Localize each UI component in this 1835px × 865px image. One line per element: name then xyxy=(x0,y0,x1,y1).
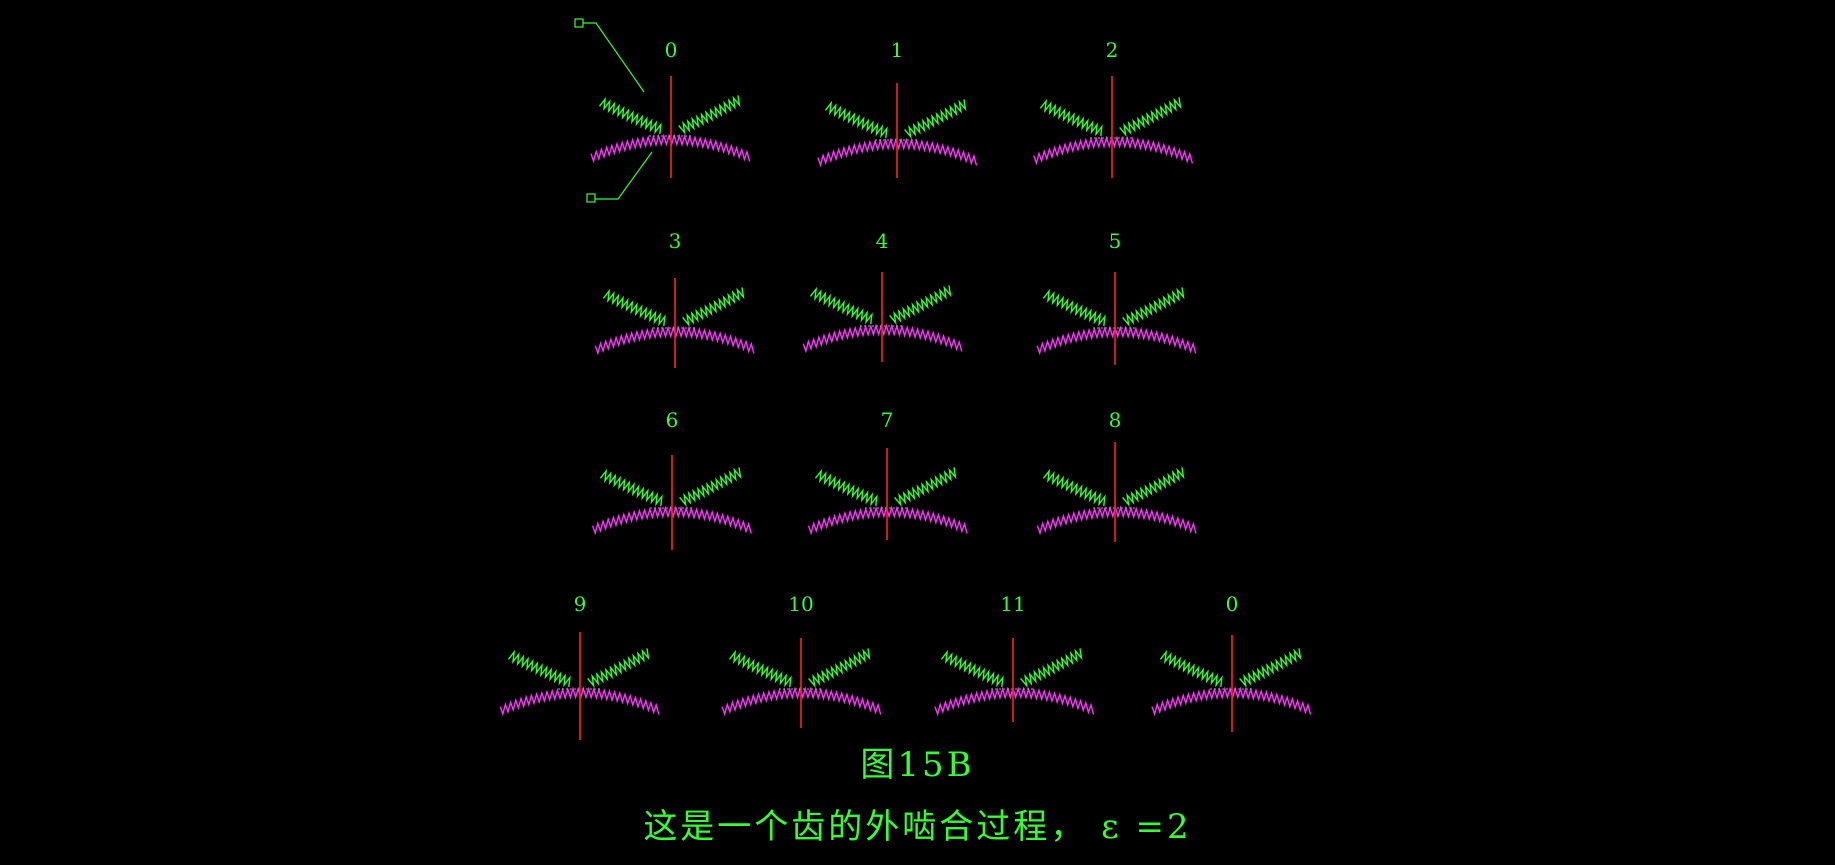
pinion-teeth-left xyxy=(940,649,1004,688)
mesh-frame: 10 xyxy=(721,592,882,728)
figure-subtitle: 这是一个齿的外啮合过程， ε =2 xyxy=(643,807,1192,847)
mesh-frame: 1 xyxy=(817,38,978,178)
pinion-teeth-right xyxy=(679,467,742,507)
frame-label: 9 xyxy=(574,592,587,616)
frame-label: 7 xyxy=(881,408,894,432)
gear-teeth xyxy=(934,686,1095,717)
frame-label: 5 xyxy=(1109,229,1122,253)
figure-title: 图15B xyxy=(860,745,975,785)
frame-label: 11 xyxy=(1000,592,1025,616)
frame-label: 0 xyxy=(1226,592,1239,616)
frame-label: 10 xyxy=(788,592,813,616)
frame-label: 1 xyxy=(891,38,904,62)
pinion-teeth-right xyxy=(587,648,650,688)
pinion-teeth-left xyxy=(824,100,888,139)
frame-label: 2 xyxy=(1106,38,1119,62)
gear-teeth xyxy=(1033,135,1194,166)
mesh-frame: 11 xyxy=(934,592,1095,722)
pinion-teeth-left xyxy=(1042,288,1106,327)
leader-marker-top xyxy=(574,18,584,28)
pinion-teeth-right xyxy=(1122,467,1185,507)
pinion-teeth-right xyxy=(894,467,957,507)
frame-label: 4 xyxy=(876,229,889,253)
pinion-teeth-right xyxy=(1122,287,1185,327)
leader-marker-bottom xyxy=(586,193,596,203)
frame-label: 0 xyxy=(665,38,678,62)
frames-layer: 0 1 2 3 4 5 6 7 8 9 10 11 0 xyxy=(499,38,1312,740)
gear-teeth xyxy=(1036,325,1197,356)
pinion-teeth-right xyxy=(808,648,871,688)
pinion-teeth-left xyxy=(1039,98,1103,137)
pinion-teeth-left xyxy=(598,96,662,135)
leader-line-bottom xyxy=(595,151,653,200)
pinion-teeth-left xyxy=(1159,649,1223,688)
pinion-teeth-left xyxy=(728,649,792,688)
mesh-frame: 5 xyxy=(1036,229,1197,365)
frame-label: 6 xyxy=(666,408,679,432)
frame-label: 3 xyxy=(669,229,682,253)
leader-annotations xyxy=(574,18,653,203)
pinion-teeth-left xyxy=(809,286,873,325)
pinion-teeth-right xyxy=(1020,648,1083,688)
pinion-teeth-left xyxy=(507,649,571,688)
pinion-teeth-right xyxy=(682,287,745,327)
mesh-frame: 7 xyxy=(807,408,968,540)
frame-label: 8 xyxy=(1109,408,1122,432)
gear-teeth xyxy=(1036,505,1197,536)
pinion-teeth-left xyxy=(599,468,663,507)
leader-line-top xyxy=(583,22,645,93)
mesh-frame: 4 xyxy=(802,229,963,362)
pinion-teeth-right xyxy=(678,95,741,135)
pinion-teeth-right xyxy=(889,285,952,325)
mesh-frame: 0 xyxy=(1151,592,1312,732)
mesh-frame: 2 xyxy=(1033,38,1194,178)
pinion-teeth-right xyxy=(904,99,967,139)
pinion-teeth-right xyxy=(1239,648,1302,688)
pinion-teeth-left xyxy=(602,288,666,327)
mesh-frame: 3 xyxy=(594,229,755,368)
pinion-teeth-right xyxy=(1119,97,1182,137)
mesh-frame: 6 xyxy=(591,408,752,550)
mesh-frame: 8 xyxy=(1036,408,1197,542)
mesh-frame: 0 xyxy=(590,38,751,178)
mesh-frame: 9 xyxy=(499,592,660,740)
pinion-teeth-left xyxy=(814,468,878,507)
pinion-teeth-left xyxy=(1042,468,1106,507)
